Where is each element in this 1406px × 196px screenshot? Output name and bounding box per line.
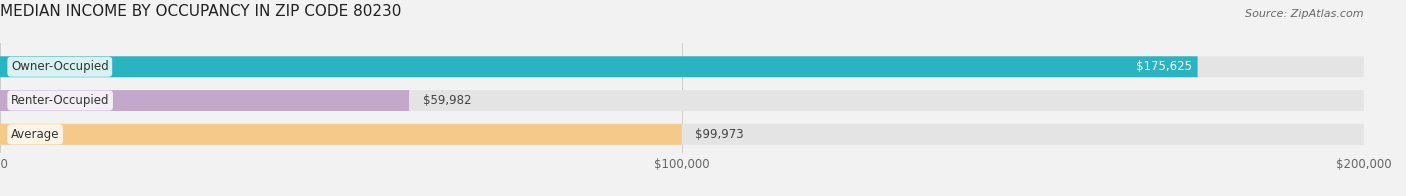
FancyBboxPatch shape <box>0 90 1364 111</box>
Text: $175,625: $175,625 <box>1136 60 1192 73</box>
Text: $59,982: $59,982 <box>423 94 471 107</box>
FancyBboxPatch shape <box>0 124 682 145</box>
Text: Owner-Occupied: Owner-Occupied <box>11 60 108 73</box>
Text: MEDIAN INCOME BY OCCUPANCY IN ZIP CODE 80230: MEDIAN INCOME BY OCCUPANCY IN ZIP CODE 8… <box>0 4 401 19</box>
FancyBboxPatch shape <box>0 56 1364 77</box>
Text: Source: ZipAtlas.com: Source: ZipAtlas.com <box>1246 9 1364 19</box>
FancyBboxPatch shape <box>0 124 1364 145</box>
Text: Average: Average <box>11 128 59 141</box>
Text: $99,973: $99,973 <box>696 128 744 141</box>
Text: Renter-Occupied: Renter-Occupied <box>11 94 110 107</box>
FancyBboxPatch shape <box>0 56 1198 77</box>
FancyBboxPatch shape <box>0 90 409 111</box>
